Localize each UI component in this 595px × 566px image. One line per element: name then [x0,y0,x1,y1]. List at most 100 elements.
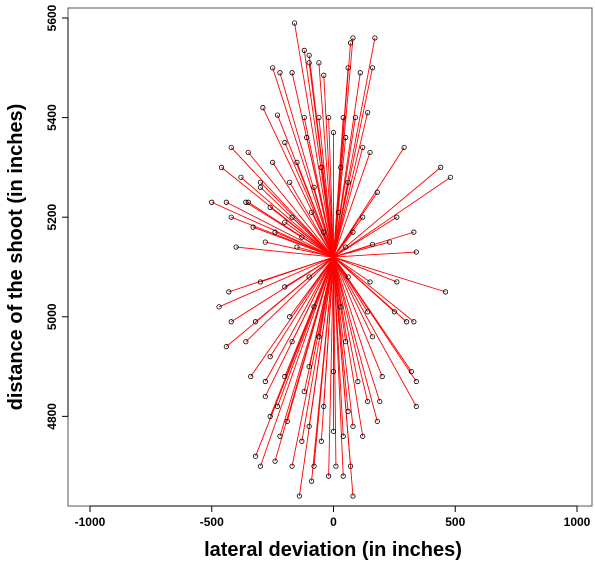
data-point-14 [357,70,363,76]
data-point-106 [274,403,281,410]
data-point-24 [304,134,310,141]
data-point-80 [228,319,234,325]
data-point-2 [301,47,307,53]
data-point-125 [272,458,278,464]
data-point-66 [250,224,256,230]
data-point-42 [374,189,380,195]
data-point-74 [282,284,288,290]
data-point-135 [350,493,356,499]
segment-34 [333,152,371,258]
segment-110 [333,256,369,402]
data-point-69 [386,239,393,245]
data-point-43 [438,164,444,170]
data-point-113 [267,413,273,419]
segment-73 [260,256,334,283]
segment-50 [311,212,334,258]
data-point-51 [335,209,341,215]
data-point-11 [345,65,351,71]
segment-48 [269,206,334,258]
segment-27 [333,147,364,258]
data-point-84 [338,304,344,310]
segment-70 [333,251,417,258]
y-tick-label-1: 5000 [45,303,59,330]
segment-112 [333,256,417,407]
x-tick-label-3: 500 [445,515,465,529]
data-point-100 [330,368,337,375]
data-point-85 [364,309,371,315]
segment-58 [323,231,334,258]
segment-131 [311,256,334,482]
segment-44 [333,176,451,258]
data-point-5 [347,40,354,46]
segment-22 [333,112,369,258]
segment-46 [226,201,334,258]
segment-95 [333,256,407,323]
segment-97 [264,256,334,382]
segment-123 [333,256,364,437]
data-point-16 [274,112,281,118]
segment-132 [328,257,334,477]
data-point-110 [364,398,371,405]
data-point-68 [272,229,278,235]
segment-41 [333,182,349,258]
segment-77 [333,256,371,283]
data-point-61 [262,239,268,245]
data-point-64 [369,241,376,248]
data-point-71 [226,289,232,295]
data-point-73 [257,279,264,285]
segment-130 [260,256,334,467]
data-point-6 [270,65,276,71]
segment-28 [230,147,334,258]
segment-89 [245,256,334,342]
data-point-23 [282,139,288,146]
segment-111 [333,256,381,402]
data-point-114 [284,418,290,424]
data-point-37 [238,174,244,180]
data-point-36 [218,164,225,170]
data-point-124 [252,453,259,459]
segment-72 [218,256,334,308]
data-point-12 [321,72,327,78]
segment-60 [236,246,334,258]
segment-51 [333,212,339,258]
data-point-18 [316,114,322,121]
data-point-31 [294,159,300,166]
data-point-39 [287,179,293,185]
data-point-111 [377,398,383,405]
data-point-67 [257,179,264,185]
data-point-77 [367,279,373,285]
segment-63 [333,246,346,258]
segment-9 [318,62,334,258]
data-point-88 [223,344,229,350]
segment-79 [333,256,446,293]
data-point-126 [289,463,295,469]
data-point-109 [345,408,351,414]
segment-layer [211,22,451,497]
data-point-131 [308,478,315,484]
segment-37 [240,177,334,258]
segment-120 [301,256,334,442]
data-point-13 [289,70,295,76]
x-tick-label-2: 0 [330,515,337,529]
segment-59 [333,231,354,258]
segment-80 [230,256,334,323]
data-point-58 [321,229,327,235]
data-point-50 [308,209,315,215]
data-point-48 [267,204,273,210]
y-tick-label-4: 5600 [45,4,59,31]
data-point-28 [228,144,234,151]
segment-134 [298,256,334,497]
segment-78 [333,256,397,283]
data-point-17 [301,114,307,121]
data-point-95 [403,319,410,325]
data-point-3 [350,35,356,41]
data-point-92 [316,334,322,340]
data-point-22 [364,110,371,116]
segment-133 [333,257,344,477]
data-point-134 [296,493,303,499]
segment-23 [284,142,334,258]
segment-126 [291,256,334,467]
segment-56 [284,221,334,258]
segment-65 [245,201,334,258]
segment-53 [333,216,398,258]
